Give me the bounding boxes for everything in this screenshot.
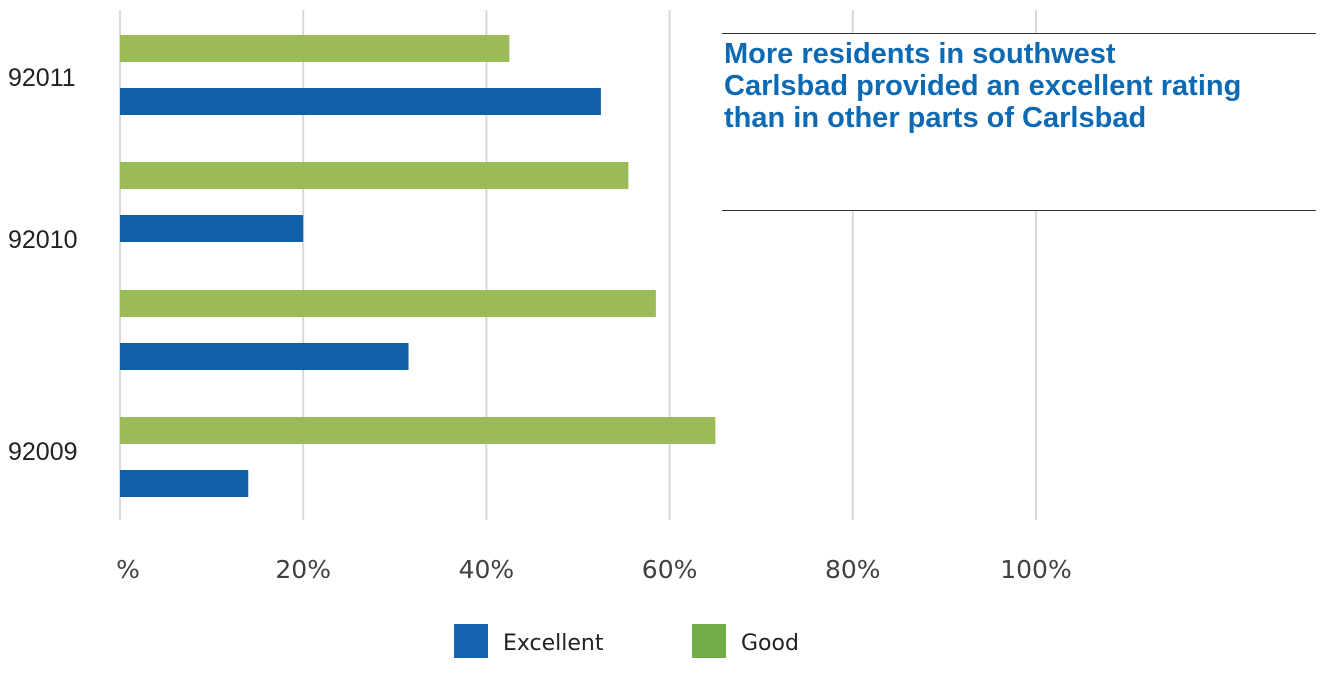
legend-swatch-excellent — [454, 624, 488, 658]
bar-excellent-3 — [120, 88, 601, 115]
bar-excellent-1 — [120, 343, 409, 370]
legend-label-excellent: Excellent — [503, 631, 604, 656]
x-tick-labels: % 20% 40% 60% 80% 100% — [116, 555, 1072, 584]
tick-label-100: 100% — [1000, 555, 1071, 584]
category-label-92011: 92011 — [8, 64, 76, 92]
legend: Excellent Good — [454, 624, 799, 658]
tick-label-80: 80% — [825, 555, 881, 584]
category-labels: 92009 92010 92011 — [8, 64, 78, 466]
bar-good-2 — [120, 162, 629, 189]
tick-label-40: 40% — [459, 555, 515, 584]
legend-label-good: Good — [741, 631, 799, 656]
bar-excellent-2 — [120, 215, 304, 242]
bar-good-1 — [120, 290, 656, 317]
category-label-92009: 92009 — [8, 438, 78, 466]
tick-label-20: 20% — [275, 555, 331, 584]
bars — [120, 35, 716, 497]
legend-swatch-good — [692, 624, 726, 658]
callout-box: More residents in southwest Carlsbad pro… — [722, 33, 1316, 211]
category-label-92010: 92010 — [8, 226, 78, 254]
tick-label-0: % — [116, 555, 140, 584]
tick-label-60: 60% — [642, 555, 698, 584]
bar-excellent-0 — [120, 470, 249, 497]
bar-good-0 — [120, 417, 716, 444]
bar-good-3 — [120, 35, 510, 62]
callout-text: More residents in southwest Carlsbad pro… — [724, 38, 1242, 134]
